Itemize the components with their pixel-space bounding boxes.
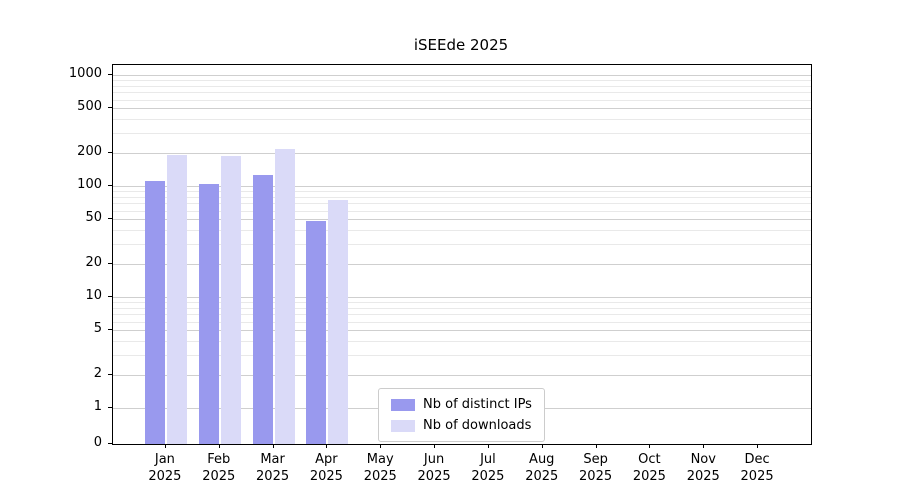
y-axis-tick-mark bbox=[108, 218, 112, 220]
y-axis-tick-mark bbox=[108, 407, 112, 408]
y-axis-tick-mark bbox=[108, 443, 112, 444]
legend-swatch-downloads bbox=[391, 419, 415, 432]
y-axis-tick-label: 5 bbox=[93, 321, 102, 337]
y-axis-tick-mark bbox=[108, 151, 112, 153]
y-axis-tick-label: 200 bbox=[77, 143, 102, 159]
x-axis-tick-label: Oct 2025 bbox=[632, 452, 666, 484]
chart-title: iSEEde 2025 bbox=[413, 36, 509, 54]
x-axis-tick-mark bbox=[326, 444, 328, 448]
gridline bbox=[113, 341, 811, 343]
gridline bbox=[113, 307, 811, 309]
bar-feb-distinct-ips bbox=[198, 183, 219, 444]
gridline bbox=[113, 230, 811, 232]
bar-apr-distinct-ips bbox=[306, 221, 327, 444]
y-axis-tick-mark bbox=[108, 74, 112, 75]
gridline bbox=[113, 196, 811, 198]
gridline bbox=[113, 85, 811, 87]
gridline bbox=[113, 133, 811, 135]
gridline bbox=[113, 297, 811, 298]
x-axis-tick-label: Aug 2025 bbox=[525, 452, 559, 484]
gridline bbox=[113, 355, 811, 357]
y-axis-tick-label: 10 bbox=[85, 288, 102, 303]
legend-label-distinct-ips: Nb of distinct IPs bbox=[423, 397, 532, 412]
x-axis-tick-mark bbox=[703, 444, 705, 448]
gridline bbox=[113, 80, 811, 82]
x-axis-tick-mark bbox=[541, 444, 543, 448]
x-axis-tick-mark bbox=[434, 444, 436, 448]
y-axis-tick-mark bbox=[108, 373, 112, 375]
gridline bbox=[113, 210, 811, 212]
x-axis-tick-label: Jul 2025 bbox=[471, 452, 505, 484]
x-axis-tick-mark bbox=[218, 444, 220, 448]
y-axis-tick-label: 100 bbox=[77, 177, 102, 192]
gridline bbox=[113, 75, 811, 76]
x-axis-tick-label: Jun 2025 bbox=[417, 452, 451, 484]
legend-item-distinct-ips: Nb of distinct IPs bbox=[391, 397, 532, 412]
gridline bbox=[113, 203, 811, 205]
bar-apr-downloads bbox=[328, 199, 349, 444]
x-axis-tick-label: Mar 2025 bbox=[256, 452, 290, 484]
y-axis-tick-label: 2 bbox=[93, 365, 102, 381]
gridline bbox=[113, 263, 811, 265]
y-axis-tick-mark bbox=[108, 107, 112, 109]
x-axis-tick-mark bbox=[272, 444, 274, 448]
gridline bbox=[113, 119, 811, 121]
bar-jan-distinct-ips bbox=[144, 181, 165, 444]
gridline bbox=[113, 108, 811, 110]
gridline bbox=[113, 314, 811, 316]
legend-item-downloads: Nb of downloads bbox=[391, 418, 532, 433]
x-axis-tick-mark bbox=[164, 444, 166, 448]
bar-mar-distinct-ips bbox=[252, 175, 273, 444]
plot-area bbox=[112, 64, 812, 445]
legend: Nb of distinct IPs Nb of downloads bbox=[378, 388, 545, 442]
x-axis-tick-label: Jan 2025 bbox=[148, 452, 182, 484]
x-axis-tick-mark bbox=[649, 444, 651, 448]
gridline bbox=[113, 374, 811, 376]
gridline bbox=[113, 330, 811, 332]
legend-swatch-distinct-ips bbox=[391, 398, 415, 411]
gridline bbox=[113, 302, 811, 304]
x-axis-tick-label: Sep 2025 bbox=[579, 452, 613, 484]
y-axis-tick-label: 1 bbox=[93, 399, 102, 414]
y-axis-tick-label: 500 bbox=[77, 99, 102, 115]
y-axis-tick-mark bbox=[108, 329, 112, 331]
x-axis-tick-label: Nov 2025 bbox=[686, 452, 720, 484]
x-axis-tick-label: Dec 2025 bbox=[740, 452, 774, 484]
gridline bbox=[113, 219, 811, 221]
y-axis-tick-mark bbox=[108, 185, 112, 186]
x-axis-tick-mark bbox=[757, 444, 759, 448]
legend-label-downloads: Nb of downloads bbox=[423, 418, 532, 433]
y-axis-tick-label: 0 bbox=[93, 435, 102, 450]
y-axis-tick-label: 20 bbox=[85, 254, 102, 270]
x-axis-tick-label: Feb 2025 bbox=[202, 452, 236, 484]
y-axis-tick-label: 1000 bbox=[68, 66, 102, 81]
bar-jan-downloads bbox=[166, 155, 187, 444]
x-axis-tick-label: May 2025 bbox=[363, 452, 397, 484]
y-axis-tick-mark bbox=[108, 296, 112, 297]
x-axis-tick-mark bbox=[595, 444, 597, 448]
x-axis-tick-label: Apr 2025 bbox=[309, 452, 343, 484]
gridline bbox=[113, 321, 811, 323]
gridline bbox=[113, 99, 811, 101]
gridline bbox=[113, 92, 811, 94]
gridline bbox=[113, 191, 811, 193]
bar-mar-downloads bbox=[274, 149, 295, 444]
y-axis-tick-mark bbox=[108, 262, 112, 264]
gridline bbox=[113, 152, 811, 154]
y-axis-tick-label: 50 bbox=[85, 210, 102, 226]
bar-feb-downloads bbox=[220, 156, 241, 444]
gridline bbox=[113, 244, 811, 246]
x-axis-tick-mark bbox=[380, 444, 382, 448]
gridline bbox=[113, 186, 811, 187]
x-axis-tick-mark bbox=[487, 444, 489, 448]
